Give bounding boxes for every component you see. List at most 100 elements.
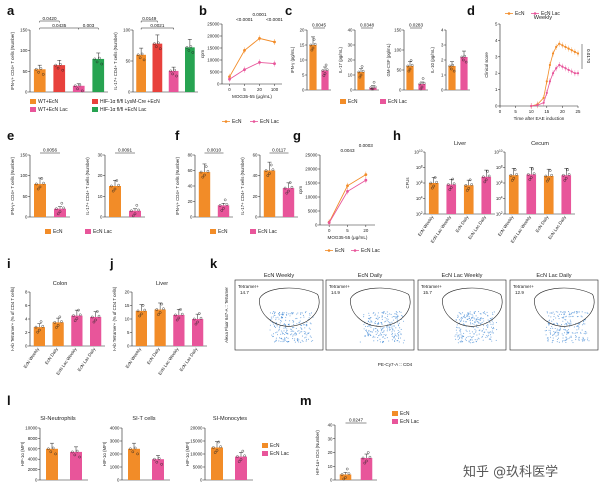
data-point bbox=[160, 462, 163, 466]
data-point bbox=[160, 302, 164, 306]
flow-event bbox=[393, 340, 396, 342]
flow-plot-frame bbox=[234, 279, 324, 351]
flow-event bbox=[585, 333, 587, 335]
flow-event bbox=[491, 328, 494, 330]
bar-wt-ecn bbox=[33, 69, 46, 92]
flow-event bbox=[383, 312, 385, 314]
flow-event bbox=[386, 318, 388, 320]
flow-event bbox=[569, 312, 571, 314]
flow-event bbox=[308, 327, 310, 329]
flow-event bbox=[379, 341, 381, 343]
p-value: <0.0001 bbox=[236, 17, 253, 22]
flow-event bbox=[391, 327, 393, 329]
data-point bbox=[287, 189, 290, 193]
flow-event bbox=[553, 313, 555, 315]
flow-event bbox=[492, 313, 494, 315]
data-point bbox=[58, 210, 62, 214]
flow-event bbox=[492, 324, 494, 326]
data-point bbox=[39, 67, 43, 70]
x-tick-label: 15 bbox=[544, 109, 549, 114]
flow-event bbox=[367, 330, 369, 332]
flow-event bbox=[383, 330, 385, 332]
flow-event bbox=[482, 339, 484, 341]
flow-event bbox=[289, 320, 291, 322]
flow-event bbox=[293, 323, 295, 325]
flow-event bbox=[472, 323, 474, 325]
flow-event bbox=[584, 312, 586, 314]
y-axis-label: IL-17+ CD4+ T cells (Number) bbox=[85, 157, 90, 215]
data-point bbox=[365, 459, 368, 463]
flow-event bbox=[569, 336, 571, 338]
data-point bbox=[463, 54, 467, 58]
panel-label-k: k bbox=[210, 256, 218, 271]
data-point bbox=[372, 80, 376, 84]
flow-event bbox=[375, 331, 377, 333]
flow-event bbox=[398, 311, 401, 313]
flow-event bbox=[460, 341, 462, 343]
bar-wt-ecn bbox=[136, 54, 146, 92]
flow-event bbox=[384, 337, 386, 340]
flow-event bbox=[386, 328, 389, 330]
flow-event bbox=[364, 325, 367, 327]
panel-label-i: i bbox=[7, 256, 11, 271]
data-point bbox=[564, 176, 568, 180]
data-point bbox=[78, 455, 81, 459]
flow-event bbox=[564, 340, 566, 342]
flow-event bbox=[295, 327, 297, 329]
flow-event bbox=[306, 321, 308, 323]
flow-event bbox=[486, 325, 488, 327]
flow-event bbox=[575, 339, 577, 341]
legend-label: EcN Lac bbox=[361, 248, 380, 254]
y-tick-label: 1 bbox=[495, 87, 498, 92]
flow-event bbox=[291, 312, 293, 314]
flow-event bbox=[469, 311, 471, 313]
flow-event bbox=[562, 311, 564, 314]
flow-event bbox=[583, 332, 585, 335]
data-point bbox=[130, 209, 133, 213]
x-tick-label: EcN Daily bbox=[146, 346, 162, 365]
y-axis-label: IFN-γ (pg/mL) bbox=[290, 46, 295, 73]
data-point bbox=[269, 163, 273, 167]
flow-event bbox=[310, 312, 313, 314]
data-point bbox=[157, 41, 160, 45]
data-point bbox=[135, 203, 139, 207]
bar-hif-1-ecn-lac bbox=[92, 58, 105, 92]
flow-event bbox=[384, 317, 386, 319]
flow-event bbox=[485, 336, 487, 339]
data-point bbox=[187, 49, 191, 52]
flow-event bbox=[398, 322, 400, 324]
flow-event bbox=[275, 317, 277, 319]
data-point bbox=[92, 320, 96, 324]
data-point bbox=[34, 67, 38, 71]
y-tick-label: 5000 bbox=[308, 209, 318, 214]
flow-event bbox=[556, 341, 558, 343]
flow-event bbox=[477, 337, 479, 339]
y-tick-label: 15 bbox=[125, 303, 130, 308]
flow-event bbox=[476, 320, 478, 323]
y-tick-label: 2 bbox=[495, 71, 498, 76]
flow-event bbox=[286, 312, 288, 314]
legend-marker bbox=[224, 120, 228, 123]
data-point bbox=[34, 325, 38, 329]
flow-event bbox=[300, 327, 302, 329]
flow-event bbox=[482, 318, 484, 320]
flow-event bbox=[288, 340, 290, 343]
data-point bbox=[223, 198, 227, 202]
flow-event bbox=[465, 329, 467, 331]
flow-event bbox=[548, 324, 550, 326]
flow-event bbox=[488, 331, 490, 333]
data-point bbox=[153, 42, 156, 45]
data-point bbox=[448, 188, 452, 191]
data-point bbox=[203, 173, 206, 177]
data-point bbox=[310, 48, 314, 52]
flow-event bbox=[278, 327, 280, 329]
flow-event bbox=[279, 312, 281, 314]
legend-label: EcN bbox=[53, 229, 63, 235]
legend-label: EcN Lac bbox=[270, 451, 289, 457]
flow-event bbox=[576, 332, 579, 334]
flow-event bbox=[563, 314, 565, 316]
flow-event bbox=[307, 332, 309, 334]
flow-event bbox=[384, 320, 386, 322]
p-value: 0.0045 bbox=[312, 23, 326, 28]
data-point bbox=[451, 63, 455, 67]
